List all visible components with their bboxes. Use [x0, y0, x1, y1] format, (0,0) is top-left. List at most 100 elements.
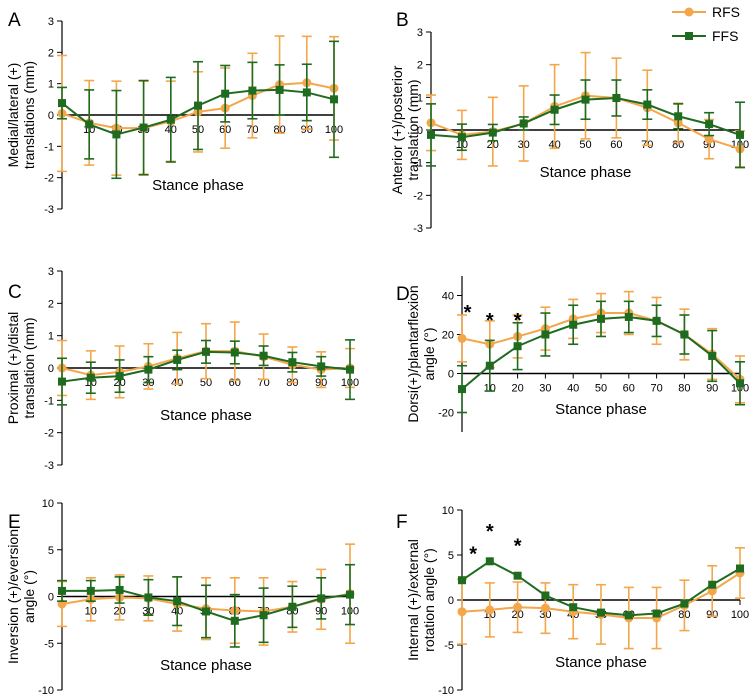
point-ffs-a-9 [302, 88, 311, 97]
point-ffs-f-1 [485, 557, 494, 566]
y-tick-label-f-0: -10 [438, 685, 454, 697]
point-ffs-b-9 [705, 120, 714, 129]
x-tick-label-d-7: 80 [678, 383, 690, 395]
y-tick-label-b-2: -1 [413, 158, 423, 170]
y-tick-label-c-4: 1 [48, 331, 54, 343]
significance-star-f-1: * [486, 521, 494, 543]
point-rfs-d-0 [457, 333, 467, 343]
point-ffs-f-0 [458, 576, 466, 585]
y-tick-label-a-4: 1 [48, 79, 54, 91]
point-ffs-c-8 [288, 358, 297, 367]
point-ffs-d-9 [708, 351, 717, 360]
y-label-a: Medial/lateral (+)translations (mm) [5, 61, 37, 169]
significance-star-f-2: * [514, 535, 522, 557]
y-tick-label-f-1: -5 [444, 640, 454, 652]
series-ffs-d [457, 300, 745, 414]
y-tick-label-b-6: 3 [417, 27, 423, 39]
x-tick-label-d-4: 50 [595, 383, 607, 395]
point-ffs-f-10 [736, 564, 744, 573]
panel-a: A-3-2-10123102030405060708090100Stance p… [5, 10, 343, 216]
legend: RFS FFS [672, 4, 740, 44]
series-ffs-a [57, 40, 339, 180]
y-tick-label-c-3: 0 [48, 363, 54, 375]
point-ffs-c-0 [58, 377, 66, 386]
y-label-line-c-1: translation (mm) [21, 317, 37, 418]
point-rfs-f-0 [457, 607, 467, 617]
point-rfs-b-9 [704, 134, 714, 144]
point-ffs-d-5 [597, 314, 605, 323]
y-label-d: Dorsi(+)/plantarflexionangle (°) [405, 285, 437, 422]
legend-item-ffs: FFS [672, 28, 738, 44]
panel-b: B-3-2-10123102030405060708090100Stance p… [389, 10, 749, 235]
y-label-b: Anterior (+)/posteriortranslation (mm) [389, 65, 421, 194]
y-label-line-b-0: Anterior (+)/posterior [389, 65, 405, 194]
y-tick-label-e-0: -10 [38, 685, 54, 697]
point-ffs-c-4 [173, 355, 182, 364]
point-ffs-f-6 [624, 611, 633, 620]
significance-star-d-1: * [486, 310, 494, 332]
y-tick-label-a-2: -1 [44, 141, 54, 153]
point-ffs-d-8 [680, 330, 689, 339]
point-ffs-d-4 [569, 320, 578, 329]
y-tick-label-d-0: -20 [438, 408, 454, 420]
series-ffs-b [426, 79, 745, 169]
y-label-line-b-1: translation (mm) [405, 79, 421, 180]
significance-star-d-2: * [514, 310, 522, 332]
point-ffs-e-9 [317, 594, 326, 603]
point-ffs-a-0 [58, 99, 66, 108]
point-ffs-e-0 [58, 586, 66, 595]
point-ffs-c-2 [115, 372, 124, 381]
x-label-f: Stance phase [555, 654, 647, 671]
y-label-line-f-1: rotation angle (°) [421, 548, 437, 652]
x-label-e: Stance phase [160, 657, 252, 674]
y-tick-label-b-0: -3 [413, 223, 423, 235]
point-ffs-c-1 [86, 373, 95, 382]
y-tick-label-f-4: 10 [442, 505, 454, 517]
y-tick-label-b-3: 0 [417, 125, 423, 137]
point-rfs-f-1 [485, 605, 495, 615]
y-tick-label-d-1: 0 [448, 369, 454, 381]
y-tick-label-b-1: -2 [413, 190, 423, 202]
point-ffs-b-1 [457, 133, 466, 142]
panel-d: D-2002040102030405060708090100Stance pha… [396, 276, 749, 432]
point-rfs-f-9 [707, 586, 717, 596]
significance-star-d-0: * [464, 302, 472, 324]
point-ffs-d-7 [652, 316, 661, 325]
y-label-f: Internal (+)/externalrotation angle (°) [405, 539, 437, 661]
point-ffs-d-3 [541, 330, 550, 339]
panel-f: F-10-50510102030405060708090100Stance ph… [396, 505, 749, 697]
x-tick-label-f-9: 100 [731, 609, 749, 621]
point-ffs-b-0 [427, 130, 435, 139]
x-label-d: Stance phase [555, 401, 647, 418]
point-ffs-b-5 [581, 95, 590, 104]
point-ffs-d-10 [736, 379, 744, 388]
point-ffs-f-7 [652, 609, 661, 618]
point-ffs-b-4 [550, 105, 559, 114]
point-ffs-f-9 [708, 580, 717, 589]
y-label-line-d-0: Dorsi(+)/plantarflexion [405, 285, 421, 422]
series-ffs-c [57, 339, 355, 406]
point-ffs-d-0 [458, 385, 466, 394]
y-label-line-a-0: Medial/lateral (+) [5, 63, 21, 168]
y-label-line-d-1: angle (°) [421, 327, 437, 380]
x-tick-label-d-2: 30 [539, 383, 551, 395]
point-ffs-b-8 [674, 112, 683, 121]
x-tick-label-c-4: 50 [200, 377, 212, 389]
point-rfs-f-2 [513, 602, 523, 612]
y-tick-label-a-3: 0 [48, 110, 54, 122]
y-label-line-e-1: angle (°) [21, 570, 37, 623]
y-tick-label-f-3: 5 [448, 550, 454, 562]
y-tick-label-c-2: -1 [44, 395, 54, 407]
point-ffs-a-5 [194, 101, 202, 110]
x-tick-label-d-5: 60 [623, 383, 635, 395]
series-rfs-f [457, 546, 745, 650]
point-ffs-a-3 [139, 123, 148, 132]
x-tick-label-d-1: 20 [511, 383, 523, 395]
point-ffs-c-6 [230, 348, 239, 357]
point-ffs-e-5 [202, 607, 210, 616]
x-tick-label-b-5: 60 [610, 139, 622, 151]
x-label-c: Stance phase [160, 407, 252, 424]
point-ffs-e-6 [230, 616, 239, 625]
y-tick-label-e-4: 10 [42, 498, 54, 510]
y-tick-label-e-2: 0 [48, 592, 54, 604]
